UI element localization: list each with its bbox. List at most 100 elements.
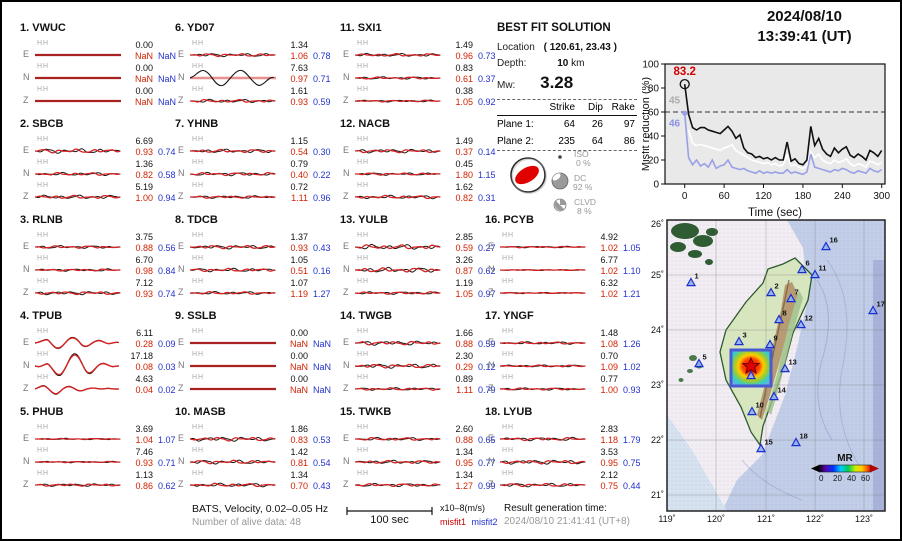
channel-label: E [488,433,495,443]
misfit1-value: 1.80 [455,170,473,180]
waveform-row: E HH 6.69 0.93 0.74 [20,136,188,161]
station-panel: 16. PCYB E HH 4.92 1.02 1.05 N HH 6.77 1.02 1.10 Z H… [485,214,653,306]
misfit2-value: 1.15 [478,170,496,180]
channel-label: Z [178,191,184,201]
misfit2-value: NaN [158,74,177,84]
misfit1-value: NaN [134,97,153,107]
y-tick-label: 60 [648,108,660,119]
amplitude-value: 1.34 [290,40,308,50]
amplitude-value: 7.46 [135,447,153,457]
station-panel: 1. VWUC E HH 0.00 NaN NaN N HH 0.00 NaN NaN Z HH 0.00… [20,22,188,114]
station-triangle-marker [745,370,757,380]
waveform-trace [355,266,441,273]
band-label: HH [192,374,205,381]
misfit2-value: 0.79 [478,385,496,395]
waveform-row: Z HH 1.34 1.27 0.99 [340,470,508,495]
waveform-trace [35,53,121,57]
location-value: ( 120.61, 23.43 ) [543,42,617,53]
amplitude-value: 1.49 [455,40,473,50]
misfit1-value: 0.51 [290,266,308,276]
misfit1-value: NaN [134,74,153,84]
waveform-row: E HH 0.00 NaN NaN [175,328,343,353]
waveform-trace [190,53,276,58]
y-tick-label: 40 [648,132,660,143]
channel-label: E [23,433,30,443]
depth-unit: km [571,58,585,69]
station-title: 13. YULB [340,214,389,226]
amplitude-value: 6.11 [136,328,153,338]
channel-label: E [178,49,185,59]
band-label: HH [37,40,50,47]
channel-label: E [178,337,185,347]
waveform-trace [500,387,586,391]
station-panel: 6. YD07 E HH 1.34 1.06 0.78 N HH 7.63 0.97 0.71 Z HH… [175,22,343,114]
station-title: 1. VWUC [20,22,66,34]
amplitude-value: 0.00 [135,40,153,50]
band-label: HH [357,63,370,70]
misfit2-value: 1.02 [623,362,641,372]
amplitude-value: 1.34 [290,470,308,480]
misfit-series-best [683,84,883,166]
band-label: HH [192,136,205,143]
misfit1-value: 1.05 [455,289,473,299]
colorbar-tick-label: 40 [847,474,856,483]
waveform-row: Z HH 1.61 0.93 0.59 [175,86,343,111]
channel-label: N [343,456,350,466]
depth-value: 10 [557,58,569,69]
x-tick-label: 60 [719,191,731,202]
channel-label: E [343,241,350,251]
channel-label: N [178,360,185,370]
band-label: HH [37,255,50,262]
plane1-row: Plane 1: 64 26 97 [497,116,637,133]
station-panel: 17. YNGF E HH 1.48 1.08 1.26 N HH 0.70 1.09 1.02 Z H… [485,310,653,402]
amplitude-unit-label: x10–8(m/s) [440,503,486,513]
amplitude-value: 6.77 [600,255,618,265]
station-triangle-marker: 5 [693,353,707,368]
amplitude-value: 1.07 [290,278,308,288]
amplitude-value: 7.12 [135,278,153,288]
amplitude-value: 1.48 [600,328,618,338]
band-label: HH [502,470,515,477]
band-label: HH [37,278,50,285]
channel-label: E [178,145,185,155]
misfit2-value: 0.97 [478,289,496,299]
misfit1-value: 0.88 [455,435,473,445]
station-panel: 8. TDCB E HH 1.37 0.93 0.43 N HH 1.05 0.51 0.16 Z HH… [175,214,343,306]
fault-plane-header-row: Strike Dip Rake [497,99,637,116]
y-axis-label: Misfit reduction (%) [642,77,652,171]
mr-colorbar: MR 0 20 40 60 [811,453,879,483]
band-label: HH [502,424,515,431]
band-label: HH [502,374,515,381]
plane2-rake: 86 [623,136,635,147]
waveform-trace [500,436,586,442]
station-title: 3. RLNB [20,214,63,226]
x-tick-label: 300 [873,191,890,202]
colorbar-tick-label: 20 [833,474,842,483]
misfit1-value: NaN [289,362,308,372]
map-lon-label: 120˚ [707,514,725,524]
colorbar-tick-label: 60 [861,474,870,483]
misfit2-value: 0.44 [623,481,641,491]
misfit2-value: 0.59 [478,339,496,349]
amplitude-value: 3.26 [455,255,473,265]
band-label: HH [357,278,370,285]
waveform-trace [355,291,441,295]
misfit2-value: NaN [158,97,177,107]
result-time-value: 2024/08/10 21:41:41 (UT+8) [504,516,630,527]
waveform-row: Z HH 0.77 1.00 0.93 [485,374,653,399]
band-label: HH [192,328,205,335]
waveform-row: N HH 0.70 1.09 1.02 [485,351,653,376]
band-label: HH [192,447,205,454]
waveform-row: Z HH 1.34 0.70 0.43 [175,470,343,495]
waveform-row: E HH 1.15 0.54 0.30 [175,136,343,161]
misfit1-value: NaN [134,51,153,61]
misfit2-value: 0.71 [313,74,331,84]
waveform-trace [190,387,276,391]
misfit2-value: 1.21 [623,289,641,299]
station-title: 16. PCYB [485,214,534,226]
best-fit-panel: BEST FIT SOLUTION Location ( 120.61, 23.… [497,22,657,93]
misfit2-value: NaN [313,339,332,349]
misfit1-value: 1.08 [600,339,618,349]
misfit2-value: 0.09 [158,339,176,349]
